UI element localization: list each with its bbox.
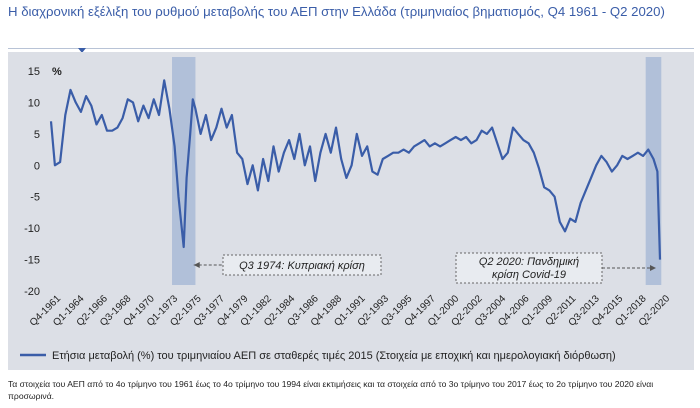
annotation-box-1 bbox=[222, 254, 382, 276]
footnote: Τα στοιχεία του ΑΕΠ από το 4ο τρίμηνο το… bbox=[8, 379, 654, 401]
y-tick-label: -5 bbox=[30, 192, 40, 204]
annotation-arrow-2 bbox=[650, 265, 656, 271]
chart-title: Η διαχρονική εξέλιξη του ρυθμού μεταβολή… bbox=[8, 4, 665, 19]
title-divider bbox=[8, 48, 694, 49]
y-tick-label: 10 bbox=[28, 97, 40, 109]
y-tick-label: -10 bbox=[24, 223, 40, 235]
shaded-period-2 bbox=[645, 57, 662, 285]
y-tick-label: -15 bbox=[24, 255, 40, 267]
chart-panel: 15 10 5 0 -5 -10 -15 -20% Q4-1961 Q1-1964 Q2-1966… bbox=[8, 52, 694, 370]
y-tick-label: 0 bbox=[34, 160, 40, 172]
y-tick-label: 5 bbox=[34, 129, 40, 141]
annotation-label-2b: κρίση Covid-19 bbox=[492, 269, 566, 281]
title-notch-marker bbox=[78, 48, 86, 53]
series-line-1 bbox=[49, 79, 662, 260]
y-axis-unit-label: % bbox=[52, 66, 62, 78]
legend-label: Ετήσια μεταβολή (%) του τριμηνιαίου ΑΕΠ … bbox=[52, 350, 616, 362]
annotation-label-1: Q3 1974: Κυπριακή κρίση bbox=[239, 260, 365, 272]
y-tick-label: 15 bbox=[28, 66, 40, 78]
annotation-label-2a: Q2 2020: Πανδημική bbox=[479, 256, 579, 268]
shaded-period-1 bbox=[172, 57, 196, 285]
annotation-arrow-1 bbox=[193, 262, 200, 268]
y-tick-label: -20 bbox=[24, 286, 40, 298]
